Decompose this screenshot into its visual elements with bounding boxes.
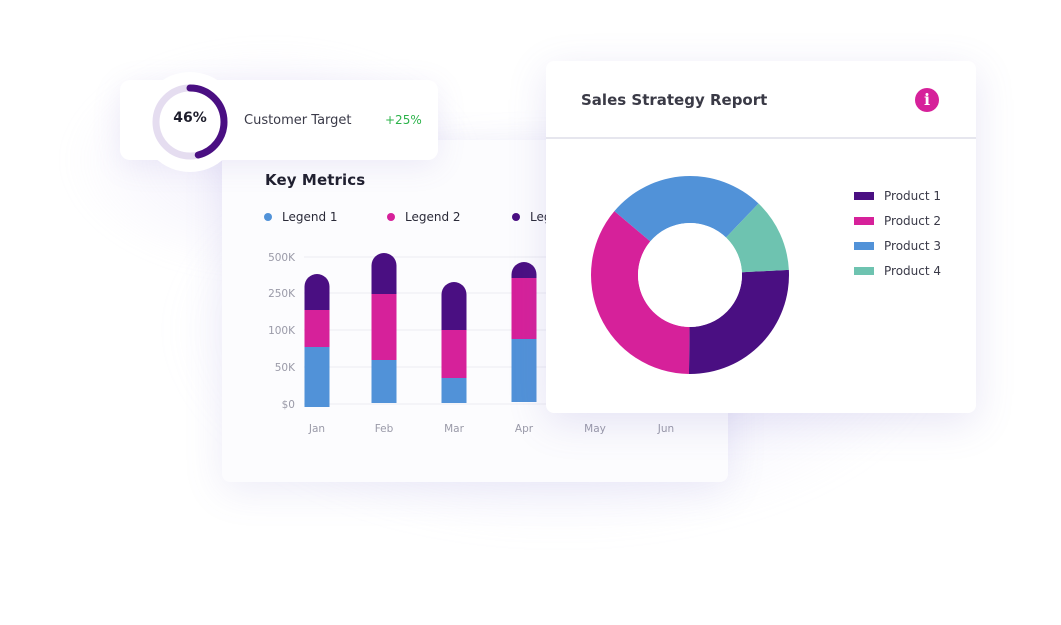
donut-slice[interactable] bbox=[591, 211, 690, 374]
donut-legend-item[interactable]: Product 1 bbox=[854, 187, 974, 212]
bar-segment[interactable] bbox=[441, 282, 467, 330]
donut-legend-label: Product 1 bbox=[884, 189, 942, 203]
bar-segment[interactable] bbox=[511, 339, 537, 402]
donut-legend-swatch bbox=[854, 191, 874, 200]
legend-3-dot bbox=[512, 212, 520, 221]
customer-target-delta: +25% bbox=[385, 113, 422, 127]
x-tick-label: Mar bbox=[444, 423, 464, 435]
y-tick-label: 50K bbox=[275, 362, 296, 374]
legend-item-1[interactable]: Legend 1 bbox=[264, 208, 338, 226]
key-metrics-title: Key Metrics bbox=[265, 171, 366, 189]
customer-target-ring: 46% bbox=[140, 72, 240, 172]
donut-slice[interactable] bbox=[725, 203, 789, 273]
legend-2-dot bbox=[387, 212, 395, 221]
sales-report-header: Sales Strategy Report i bbox=[546, 61, 976, 139]
x-tick-label: Apr bbox=[515, 423, 534, 435]
legend-2-label: Legend 2 bbox=[405, 210, 461, 224]
legend-1-dot bbox=[264, 212, 272, 221]
customer-target-percent: 46% bbox=[173, 110, 207, 126]
sales-report-title: Sales Strategy Report bbox=[581, 91, 768, 109]
donut-legend-label: Product 4 bbox=[884, 264, 942, 278]
y-tick-label: 250K bbox=[268, 288, 296, 300]
donut-legend-item[interactable]: Product 4 bbox=[854, 262, 974, 287]
bar-segment[interactable] bbox=[304, 310, 330, 347]
x-tick-label: Jan bbox=[308, 423, 325, 435]
bar-segment[interactable] bbox=[304, 347, 330, 407]
donut-legend: Product 1 Product 2 Product 3 Product 4 bbox=[854, 187, 974, 287]
legend-item-2[interactable]: Legend 2 bbox=[387, 208, 461, 226]
donut-hole bbox=[638, 223, 742, 327]
bar-segment[interactable] bbox=[371, 360, 397, 403]
bar-segment[interactable] bbox=[511, 278, 537, 339]
y-tick-label: 500K bbox=[268, 252, 296, 264]
donut-legend-label: Product 2 bbox=[884, 214, 942, 228]
bar-segment[interactable] bbox=[304, 274, 330, 310]
donut-legend-label: Product 3 bbox=[884, 239, 942, 253]
donut-slice[interactable] bbox=[614, 175, 759, 242]
bar-segment[interactable] bbox=[441, 378, 467, 403]
x-tick-label: May bbox=[584, 423, 606, 435]
customer-target-label: Customer Target bbox=[244, 113, 352, 128]
donut-legend-item[interactable]: Product 3 bbox=[854, 237, 974, 262]
bar-segment[interactable] bbox=[441, 330, 467, 378]
donut-legend-swatch bbox=[854, 266, 874, 275]
x-tick-label: Jun bbox=[657, 423, 674, 435]
donut-chart bbox=[591, 175, 789, 374]
progress-ring bbox=[152, 84, 228, 160]
bar-segment[interactable] bbox=[371, 294, 397, 360]
legend-1-label: Legend 1 bbox=[282, 210, 338, 224]
donut-slice[interactable] bbox=[688, 269, 789, 374]
sales-report-card: Sales Strategy Report i Product 1 Product… bbox=[546, 61, 976, 413]
progress-ring-fill bbox=[152, 84, 228, 160]
donut-legend-swatch bbox=[854, 216, 874, 225]
info-icon[interactable]: i bbox=[915, 88, 939, 112]
donut-legend-item[interactable]: Product 2 bbox=[854, 212, 974, 237]
y-tick-label: 100K bbox=[268, 325, 296, 337]
x-tick-label: Feb bbox=[375, 423, 394, 435]
bar-segment[interactable] bbox=[511, 262, 537, 278]
bar-segment[interactable] bbox=[371, 253, 397, 294]
donut-legend-swatch bbox=[854, 241, 874, 250]
y-tick-label: $0 bbox=[282, 399, 295, 411]
